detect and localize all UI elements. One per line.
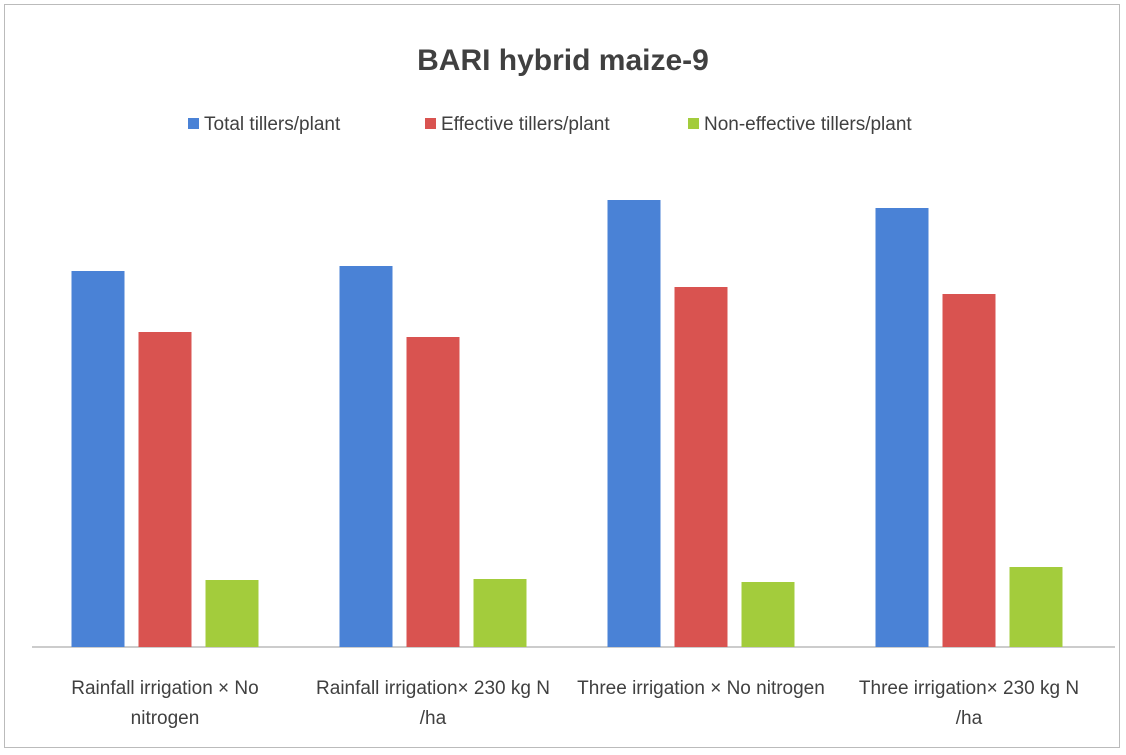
legend-swatch (688, 118, 699, 129)
chart-title: BARI hybrid maize-9 (417, 44, 709, 77)
legend-swatch (425, 118, 436, 129)
legend-label: Effective tillers/plant (441, 114, 610, 135)
x-tick-label: Three irrigation × No nitrogen (577, 678, 825, 699)
x-tick-label: Rainfall irrigation× 230 kg N /ha (316, 678, 550, 729)
bar (607, 200, 661, 647)
bar (205, 580, 259, 647)
bar (674, 287, 728, 647)
bar (942, 294, 996, 647)
bar (339, 266, 393, 647)
x-tick-label: Three irrigation× 230 kg N /ha (858, 678, 1080, 729)
chart-frame (4, 4, 1120, 748)
legend-label: Total tillers/plant (204, 114, 341, 135)
bar (1009, 567, 1063, 647)
bar (406, 337, 460, 647)
bar (473, 579, 527, 647)
x-tick-label: Rainfall irrigation × No nitrogen (71, 678, 259, 729)
legend-label: Non-effective tillers/plant (704, 114, 912, 135)
bar (741, 582, 795, 647)
bar (875, 208, 929, 647)
bar (138, 332, 192, 647)
bar (71, 271, 125, 647)
legend-swatch (188, 118, 199, 129)
